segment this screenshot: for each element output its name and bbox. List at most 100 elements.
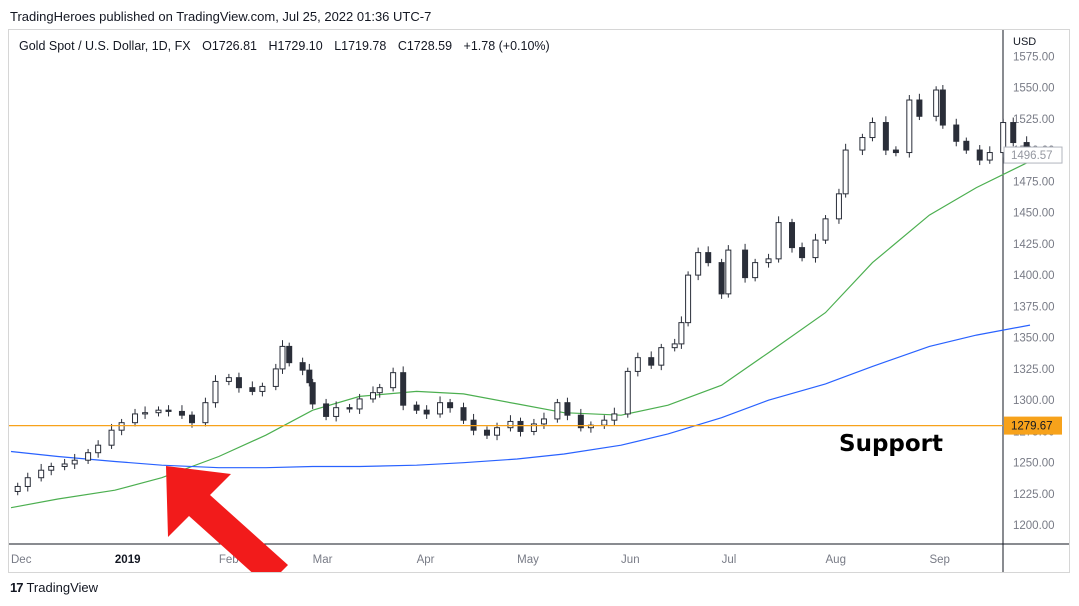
candle: [842, 143, 849, 198]
candle: [953, 118, 960, 147]
candle: [685, 271, 692, 327]
x-tick-label: May: [517, 554, 539, 566]
candle: [346, 403, 353, 413]
chart-frame[interactable]: USD1200.001225.001250.001275.001300.0013…: [8, 29, 1070, 573]
candle: [306, 363, 313, 387]
x-tick-label: Apr: [417, 554, 435, 566]
candle: [577, 408, 584, 432]
publish-line: TradingHeroes published on TradingView.c…: [10, 9, 432, 24]
candle: [869, 117, 876, 142]
candle: [906, 95, 913, 158]
candle: [178, 405, 185, 419]
x-tick-label: Sep: [929, 554, 949, 566]
current-price-label: 1496.57: [1011, 150, 1053, 162]
y-tick-label: 1225.00: [1013, 489, 1055, 501]
candle: [413, 401, 420, 414]
legend-low: L1719.78: [334, 39, 386, 53]
y-tick-label: 1550.00: [1013, 83, 1055, 95]
candle: [725, 245, 732, 298]
y-tick-label: 1300.00: [1013, 395, 1055, 407]
candle: [24, 472, 31, 492]
candle: [132, 408, 139, 427]
candle: [14, 482, 21, 496]
y-tick-label: 1350.00: [1013, 333, 1055, 345]
candle: [189, 411, 196, 428]
y-axis-unit: USD: [1013, 36, 1036, 48]
candle: [71, 453, 78, 469]
x-tick-label: Mar: [313, 554, 333, 566]
candle: [249, 381, 256, 396]
x-tick-label: Jun: [621, 554, 640, 566]
support-annotation: Support: [839, 431, 943, 457]
price-chart[interactable]: USD1200.001225.001250.001275.001300.0013…: [9, 30, 1069, 572]
y-tick-label: 1375.00: [1013, 301, 1055, 313]
candle: [671, 338, 678, 352]
current-price-tag: [1003, 146, 1063, 164]
candle: [470, 413, 477, 436]
red-arrow-icon: [166, 466, 288, 572]
candle: [460, 402, 467, 424]
candle: [601, 415, 608, 429]
candle: [963, 137, 970, 154]
candle: [38, 463, 45, 482]
legend-close: C1728.59: [398, 39, 452, 53]
candle: [95, 440, 102, 458]
candle: [212, 375, 219, 408]
support-price-label: 1279.67: [1011, 421, 1053, 433]
candle: [376, 383, 383, 398]
candle: [822, 215, 829, 244]
candle: [752, 258, 759, 282]
candle: [423, 405, 430, 419]
candle: [530, 418, 537, 436]
candle: [390, 367, 397, 392]
candle: [202, 397, 209, 427]
x-tick-label: 2019: [115, 554, 141, 566]
candle: [333, 401, 340, 422]
candle: [279, 340, 286, 374]
support-price-tag: [1004, 416, 1062, 435]
candle: [648, 351, 655, 369]
candle: [447, 398, 454, 413]
candle: [155, 406, 162, 417]
tradingview-brand: TradingView: [26, 580, 99, 595]
candle: [118, 418, 125, 436]
y-tick-label: 1250.00: [1013, 458, 1055, 470]
y-tick-label: 1400.00: [1013, 270, 1055, 282]
candle: [916, 93, 923, 121]
ma-long-line: [10, 324, 1031, 469]
x-tick-label: Aug: [826, 554, 846, 566]
candle: [705, 246, 712, 267]
candle: [108, 423, 115, 449]
candle: [658, 343, 665, 371]
candle: [259, 382, 266, 397]
candle: [540, 412, 547, 429]
candle: [742, 243, 749, 283]
candle: [789, 218, 796, 253]
legend-change: +1.78 (+0.10%): [464, 39, 550, 53]
candle: [892, 146, 899, 157]
candle: [235, 372, 242, 393]
candle: [272, 363, 279, 391]
candle: [624, 367, 631, 418]
candle: [611, 407, 618, 426]
y-tick-label: 1200.00: [1013, 520, 1055, 532]
candle: [48, 462, 55, 476]
candles: [14, 85, 1030, 496]
symbol-legend: Gold Spot / U.S. Dollar, 1D, FX O1726.81…: [19, 39, 550, 53]
candle: [370, 386, 377, 403]
x-tick-label: Jul: [722, 554, 737, 566]
candle: [564, 397, 571, 421]
candle: [165, 405, 172, 417]
candle: [695, 247, 702, 281]
candle: [323, 398, 330, 421]
candle: [986, 146, 993, 164]
y-tick-label: 1525.00: [1013, 114, 1055, 126]
candle: [939, 85, 946, 129]
candle: [554, 398, 561, 423]
legend-high: H1729.10: [269, 39, 323, 53]
candle: [356, 393, 363, 414]
candle: [85, 448, 92, 464]
tradingview-logo[interactable]: 17 TradingView: [10, 580, 98, 595]
y-tick-label: 1475.00: [1013, 176, 1055, 188]
y-tick-label: 1325.00: [1013, 364, 1055, 376]
